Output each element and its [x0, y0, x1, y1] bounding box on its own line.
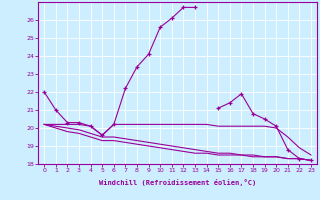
X-axis label: Windchill (Refroidissement éolien,°C): Windchill (Refroidissement éolien,°C): [99, 179, 256, 186]
